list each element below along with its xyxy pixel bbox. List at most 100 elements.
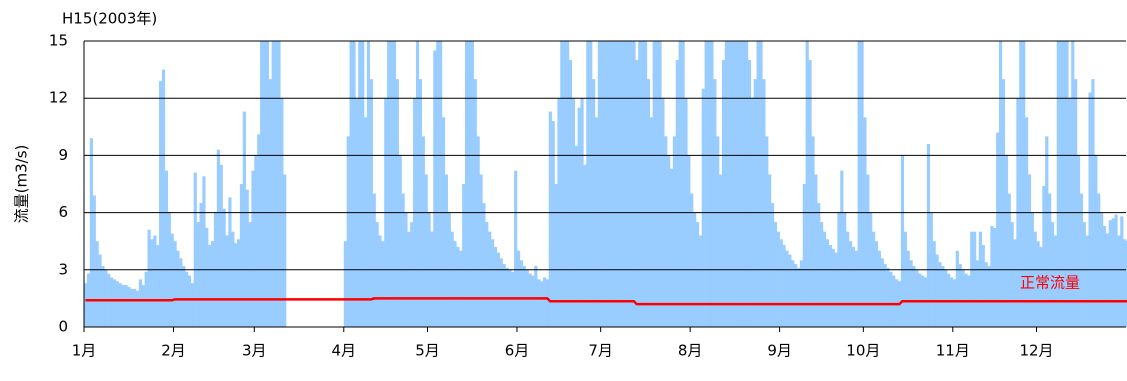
bar <box>381 241 385 327</box>
x-tick-label: 4月 <box>332 342 357 360</box>
bar <box>277 41 281 327</box>
bar <box>242 111 246 328</box>
bar <box>84 283 88 327</box>
bar <box>563 41 567 327</box>
bar <box>375 222 379 327</box>
bar <box>744 41 749 327</box>
bar <box>970 231 974 327</box>
x-tick-label: 7月 <box>588 342 613 360</box>
bar <box>479 174 483 327</box>
bar <box>173 241 177 327</box>
bar <box>583 164 587 327</box>
bar <box>915 269 919 327</box>
bar <box>794 264 798 327</box>
bar <box>620 41 625 327</box>
bar <box>811 136 815 327</box>
bar <box>675 60 679 328</box>
bar <box>690 193 694 327</box>
bar <box>127 286 131 327</box>
bar <box>1102 225 1107 327</box>
bar <box>519 260 524 327</box>
bar <box>1036 241 1040 327</box>
bar <box>1094 155 1098 327</box>
bar <box>981 245 985 327</box>
bar <box>236 239 241 327</box>
bar <box>95 241 99 327</box>
bar <box>531 275 535 327</box>
bar <box>952 279 957 327</box>
y-axis-label: 流量(m3/s) <box>13 145 31 224</box>
bar <box>161 69 166 327</box>
bar <box>860 41 864 327</box>
bar <box>586 41 590 327</box>
bar <box>219 164 223 327</box>
bar <box>941 265 945 327</box>
bar <box>834 252 838 327</box>
bar <box>156 245 160 327</box>
bar <box>401 193 405 327</box>
bar <box>1108 220 1112 327</box>
bar <box>889 271 893 327</box>
bar <box>433 50 437 328</box>
bar <box>877 250 881 327</box>
bar <box>239 184 244 327</box>
bar <box>730 41 734 327</box>
bar <box>378 235 382 327</box>
bar <box>421 136 425 327</box>
bar <box>828 245 832 327</box>
y-tick-label: 6 <box>58 203 68 221</box>
bar <box>993 227 997 327</box>
bar <box>467 41 472 327</box>
bar <box>430 231 434 327</box>
bar <box>944 269 948 327</box>
bar <box>548 111 552 328</box>
bar <box>216 149 220 327</box>
bar <box>418 79 423 327</box>
bar <box>92 195 96 327</box>
bar <box>352 41 356 327</box>
bar <box>756 41 760 327</box>
bar <box>1097 193 1101 327</box>
bar <box>805 41 809 327</box>
bar <box>961 269 965 327</box>
bar <box>704 41 708 327</box>
bar <box>768 174 772 327</box>
bar <box>606 41 610 327</box>
bar <box>600 41 604 327</box>
bar <box>1024 117 1029 328</box>
bar <box>955 250 959 327</box>
bar <box>739 41 743 327</box>
bar <box>534 265 538 327</box>
bar <box>973 231 977 327</box>
bar <box>199 203 203 327</box>
bar <box>439 41 443 327</box>
bar <box>514 170 518 327</box>
bar <box>407 231 411 327</box>
bar <box>462 184 466 327</box>
bar <box>840 170 844 327</box>
bar <box>496 252 500 327</box>
bar <box>785 250 789 327</box>
bar <box>1050 222 1055 327</box>
bar <box>626 41 630 327</box>
bar <box>687 155 691 327</box>
bar <box>164 170 169 327</box>
bar <box>808 60 812 328</box>
bar <box>779 239 783 327</box>
bar <box>742 41 746 327</box>
bar <box>444 174 448 327</box>
bar <box>817 203 821 327</box>
x-tick-label: 11月 <box>936 342 970 360</box>
x-tick-label: 2月 <box>161 342 186 360</box>
bar <box>450 231 454 327</box>
bar <box>658 41 662 327</box>
bar <box>1033 231 1037 327</box>
bar <box>1004 155 1008 327</box>
bar <box>1082 222 1086 327</box>
bar <box>271 41 275 327</box>
bar <box>854 250 858 327</box>
bar <box>456 246 460 327</box>
bar <box>1065 41 1069 327</box>
bar <box>592 79 596 327</box>
bar <box>791 260 795 327</box>
